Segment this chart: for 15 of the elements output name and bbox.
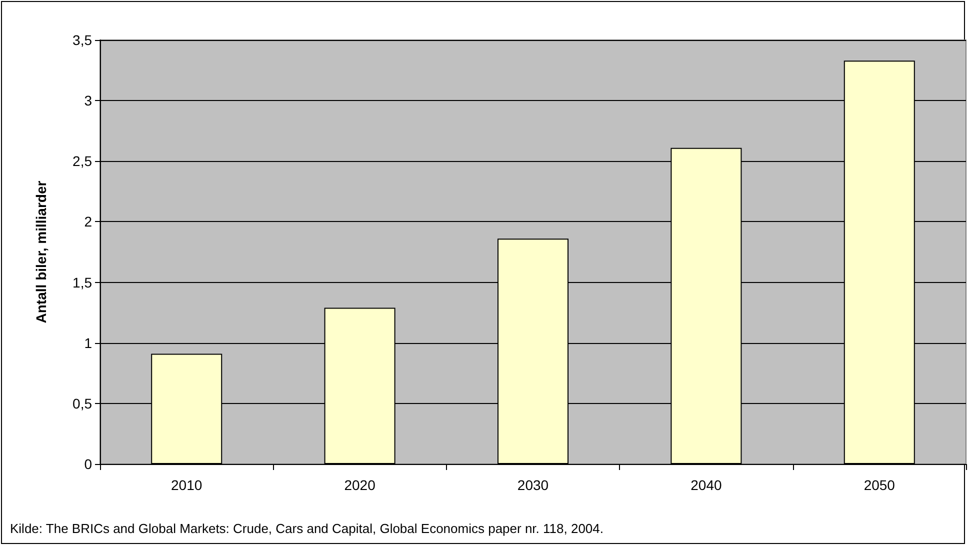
x-tick-label: 2040 — [690, 477, 722, 493]
y-tick-label: 3,5 — [72, 32, 92, 48]
y-tick-label: 2,5 — [72, 153, 92, 170]
x-tick-label: 2050 — [864, 477, 896, 493]
y-tick-label: 0,5 — [72, 395, 92, 412]
y-axis-title: Antall biler, milliarder — [33, 180, 49, 324]
y-tick-label: 1,5 — [72, 274, 92, 290]
y-tick-label: 0 — [84, 456, 92, 472]
y-tick-label: 2 — [84, 214, 92, 230]
x-tick-label: 2010 — [171, 477, 202, 493]
text: Kilde: The BRICs and Global Markets: Crude, Cars and Capital, Global Economics paper nr. 118, 2004. — [10, 521, 604, 536]
y-tick-label: 3 — [84, 92, 92, 109]
x-tick-label: 2030 — [517, 477, 549, 493]
y-tick-label: 1 — [84, 334, 92, 351]
x-tick-label: 2020 — [344, 477, 376, 493]
